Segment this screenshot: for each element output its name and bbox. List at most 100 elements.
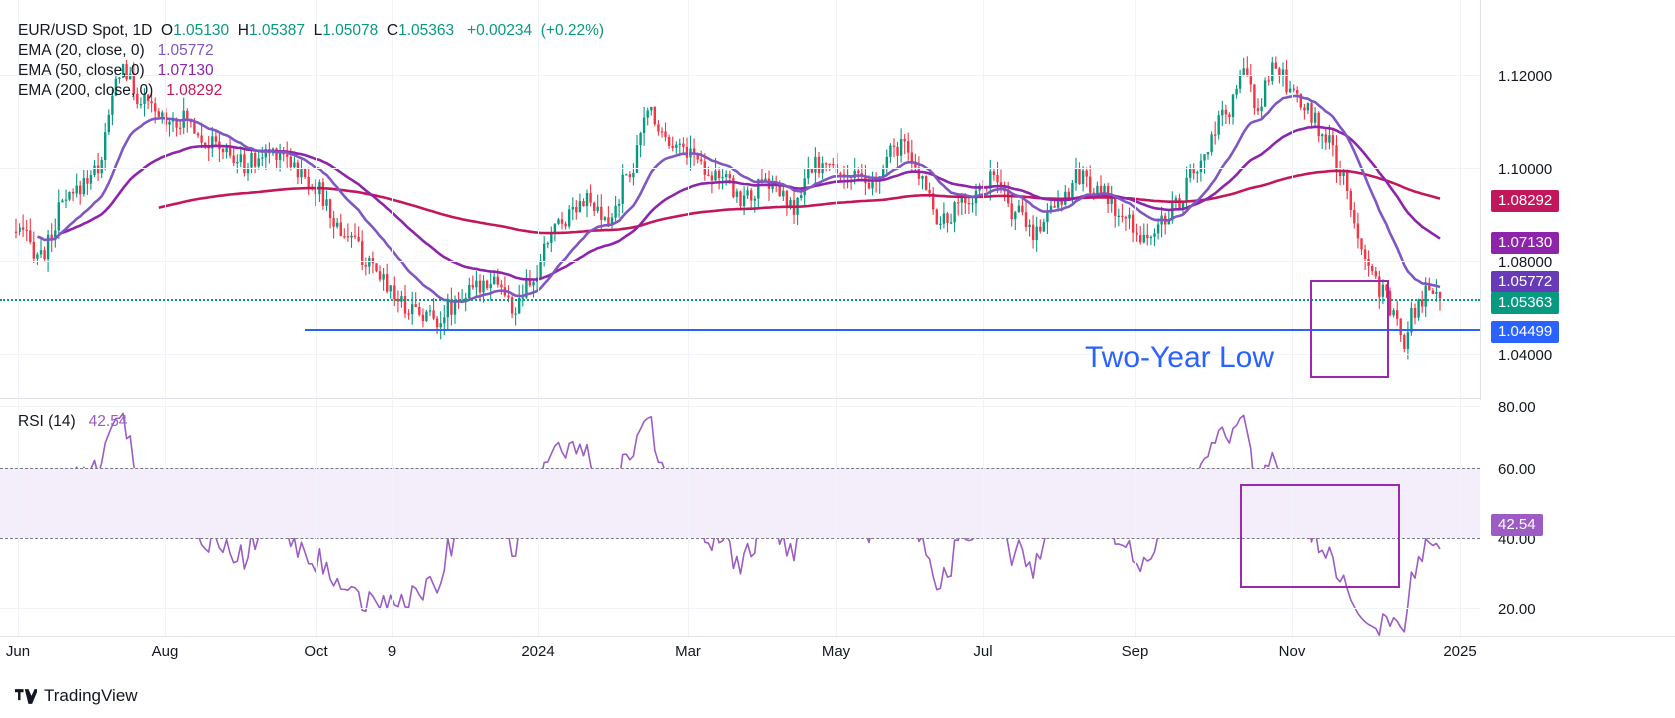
price-pane: 1.12000 1.10000 1.08000 1.04000 1.08292 … <box>0 0 1675 398</box>
legend-ema20-value: 1.05772 <box>157 42 214 59</box>
gridline-price-108 <box>0 261 1480 262</box>
time-axis[interactable]: Jun Aug Oct 9 2024 Mar May Jul Sep Nov 2025 <box>0 637 1675 677</box>
time-axis-divider <box>0 636 1675 637</box>
gridline-time-aug <box>165 0 166 398</box>
axis-vertical-divider <box>1480 0 1481 636</box>
legend-ema200-value: 1.08292 <box>166 82 223 99</box>
time-label-oct: Oct <box>304 643 328 660</box>
legend-high-value: 1.05387 <box>248 22 305 39</box>
rsi-tick-1: 80.00 <box>1498 399 1536 416</box>
gridline-time-2025 <box>1460 0 1461 398</box>
legend-row-ema50[interactable]: EMA (50, close, 0) 1.07130 <box>18 61 604 81</box>
gridline-rsi-time-9 <box>392 400 393 636</box>
tradingview-logo-icon <box>15 688 37 704</box>
rsi-level-40-dashed <box>0 538 1480 539</box>
time-label-sep: Sep <box>1121 643 1149 660</box>
price-legend[interactable]: EUR/USD Spot, 1D O1.05130 H1.05387 L1.05… <box>18 21 604 101</box>
legend-ema50-value: 1.07130 <box>157 62 214 79</box>
legend-row-ohlc: EUR/USD Spot, 1D O1.05130 H1.05387 L1.05… <box>18 21 604 41</box>
rsi-series-svg <box>19 412 1441 636</box>
gridline-time-oct <box>316 0 317 398</box>
legend-row-ema20[interactable]: EMA (20, close, 0) 1.05772 <box>18 41 604 61</box>
rsi-tick-4: 20.00 <box>1498 601 1536 618</box>
price-tick-1: 1.12000 <box>1498 68 1553 85</box>
gridline-rsi-time-2024 <box>538 400 539 636</box>
time-label-may: May <box>821 643 851 660</box>
gridline-time-jun <box>18 0 19 398</box>
annotation-rectangle-price[interactable] <box>1310 280 1389 378</box>
gridline-price-104 <box>0 354 1480 355</box>
gridline-rsi-time-aug <box>165 400 166 636</box>
rsi-legend[interactable]: RSI (14) 42.54 <box>18 412 127 432</box>
price-badge-ema50[interactable]: 1.07130 <box>1491 232 1560 254</box>
legend-change: +0.00234 <box>467 22 533 39</box>
price-series-svg <box>14 56 1442 360</box>
price-axis[interactable]: 1.12000 1.10000 1.08000 1.04000 1.08292 … <box>1480 0 1675 398</box>
legend-symbol-title[interactable]: EUR/USD Spot, 1D <box>18 22 153 39</box>
gridline-rsi-time-jul <box>983 400 984 636</box>
rsi-plot-area[interactable] <box>0 400 1480 636</box>
gridline-rsi-time-mar <box>688 400 689 636</box>
legend-rsi-value: 42.54 <box>88 413 128 430</box>
legend-close-value: 1.05363 <box>398 22 455 39</box>
legend-open-label: O <box>161 22 174 39</box>
gridline-price-112 <box>0 75 1480 76</box>
gridline-rsi-20 <box>0 608 1480 609</box>
time-label-jul: Jul <box>973 643 993 660</box>
legend-open-value: 1.05130 <box>173 22 230 39</box>
gridline-time-jul <box>983 0 984 398</box>
price-badge-support[interactable]: 1.04499 <box>1491 321 1560 343</box>
rsi-pane: 80.00 60.00 40.00 20.00 42.54 <box>0 399 1675 636</box>
time-label-aug: Aug <box>151 643 179 660</box>
gridline-time-nov <box>1292 0 1293 398</box>
gridline-rsi-80 <box>0 406 1480 407</box>
annotation-rectangle-rsi[interactable] <box>1240 484 1400 588</box>
support-horizontal-line[interactable] <box>305 329 1480 331</box>
gridline-rsi-time-sep <box>1135 400 1136 636</box>
legend-ema200-name: EMA (200, close, 0) <box>18 82 154 99</box>
pane-separator <box>0 398 1480 399</box>
rsi-tick-2: 60.00 <box>1498 461 1536 478</box>
time-label-2025: 2025 <box>1443 643 1477 660</box>
gridline-time-may <box>836 0 837 398</box>
legend-low-label: L <box>313 22 323 39</box>
legend-ema50-name: EMA (50, close, 0) <box>18 62 145 79</box>
legend-row-ema200[interactable]: EMA (200, close, 0) 1.08292 <box>18 81 604 101</box>
annotation-two-year-low[interactable]: Two-Year Low <box>1085 341 1274 374</box>
rsi-value-badge[interactable]: 42.54 <box>1491 514 1543 536</box>
tradingview-branding[interactable]: TradingView <box>15 686 138 706</box>
gridline-rsi-time-nov <box>1292 400 1293 636</box>
price-badge-ema20[interactable]: 1.05772 <box>1491 271 1560 293</box>
time-label-nov: Nov <box>1278 643 1306 660</box>
tradingview-logo-text: TradingView <box>44 686 138 705</box>
legend-low-value: 1.05078 <box>322 22 379 39</box>
legend-rsi-name: RSI (14) <box>18 413 76 430</box>
gridline-rsi-time-jun <box>18 400 19 636</box>
rsi-level-60-dashed <box>0 468 1480 469</box>
gridline-time-mar <box>688 0 689 398</box>
price-badge-close[interactable]: 1.05363 <box>1491 292 1560 314</box>
rsi-band-40-60 <box>0 468 1480 538</box>
time-label-mar: Mar <box>675 643 701 660</box>
price-tick-4: 1.04000 <box>1498 347 1553 364</box>
time-label-9: 9 <box>387 643 397 660</box>
close-price-dotted-line <box>0 299 1480 301</box>
gridline-time-9 <box>392 0 393 398</box>
price-badge-ema200[interactable]: 1.08292 <box>1491 190 1560 212</box>
gridline-rsi-time-may <box>836 400 837 636</box>
price-tick-3: 1.08000 <box>1498 254 1553 271</box>
time-label-2024: 2024 <box>521 643 555 660</box>
price-tick-2: 1.10000 <box>1498 161 1553 178</box>
rsi-axis[interactable]: 80.00 60.00 40.00 20.00 42.54 <box>1480 399 1675 636</box>
legend-high-label: H <box>237 22 249 39</box>
gridline-price-110 <box>0 168 1480 169</box>
price-plot-area[interactable] <box>0 0 1480 398</box>
legend-close-label: C <box>386 22 399 39</box>
gridline-rsi-time-oct <box>316 400 317 636</box>
legend-change-pct: (+0.22%) <box>540 22 605 39</box>
legend-ema20-name: EMA (20, close, 0) <box>18 42 145 59</box>
gridline-rsi-time-2025 <box>1460 400 1461 636</box>
time-label-jun: Jun <box>5 643 31 660</box>
gridline-time-2024 <box>538 0 539 398</box>
